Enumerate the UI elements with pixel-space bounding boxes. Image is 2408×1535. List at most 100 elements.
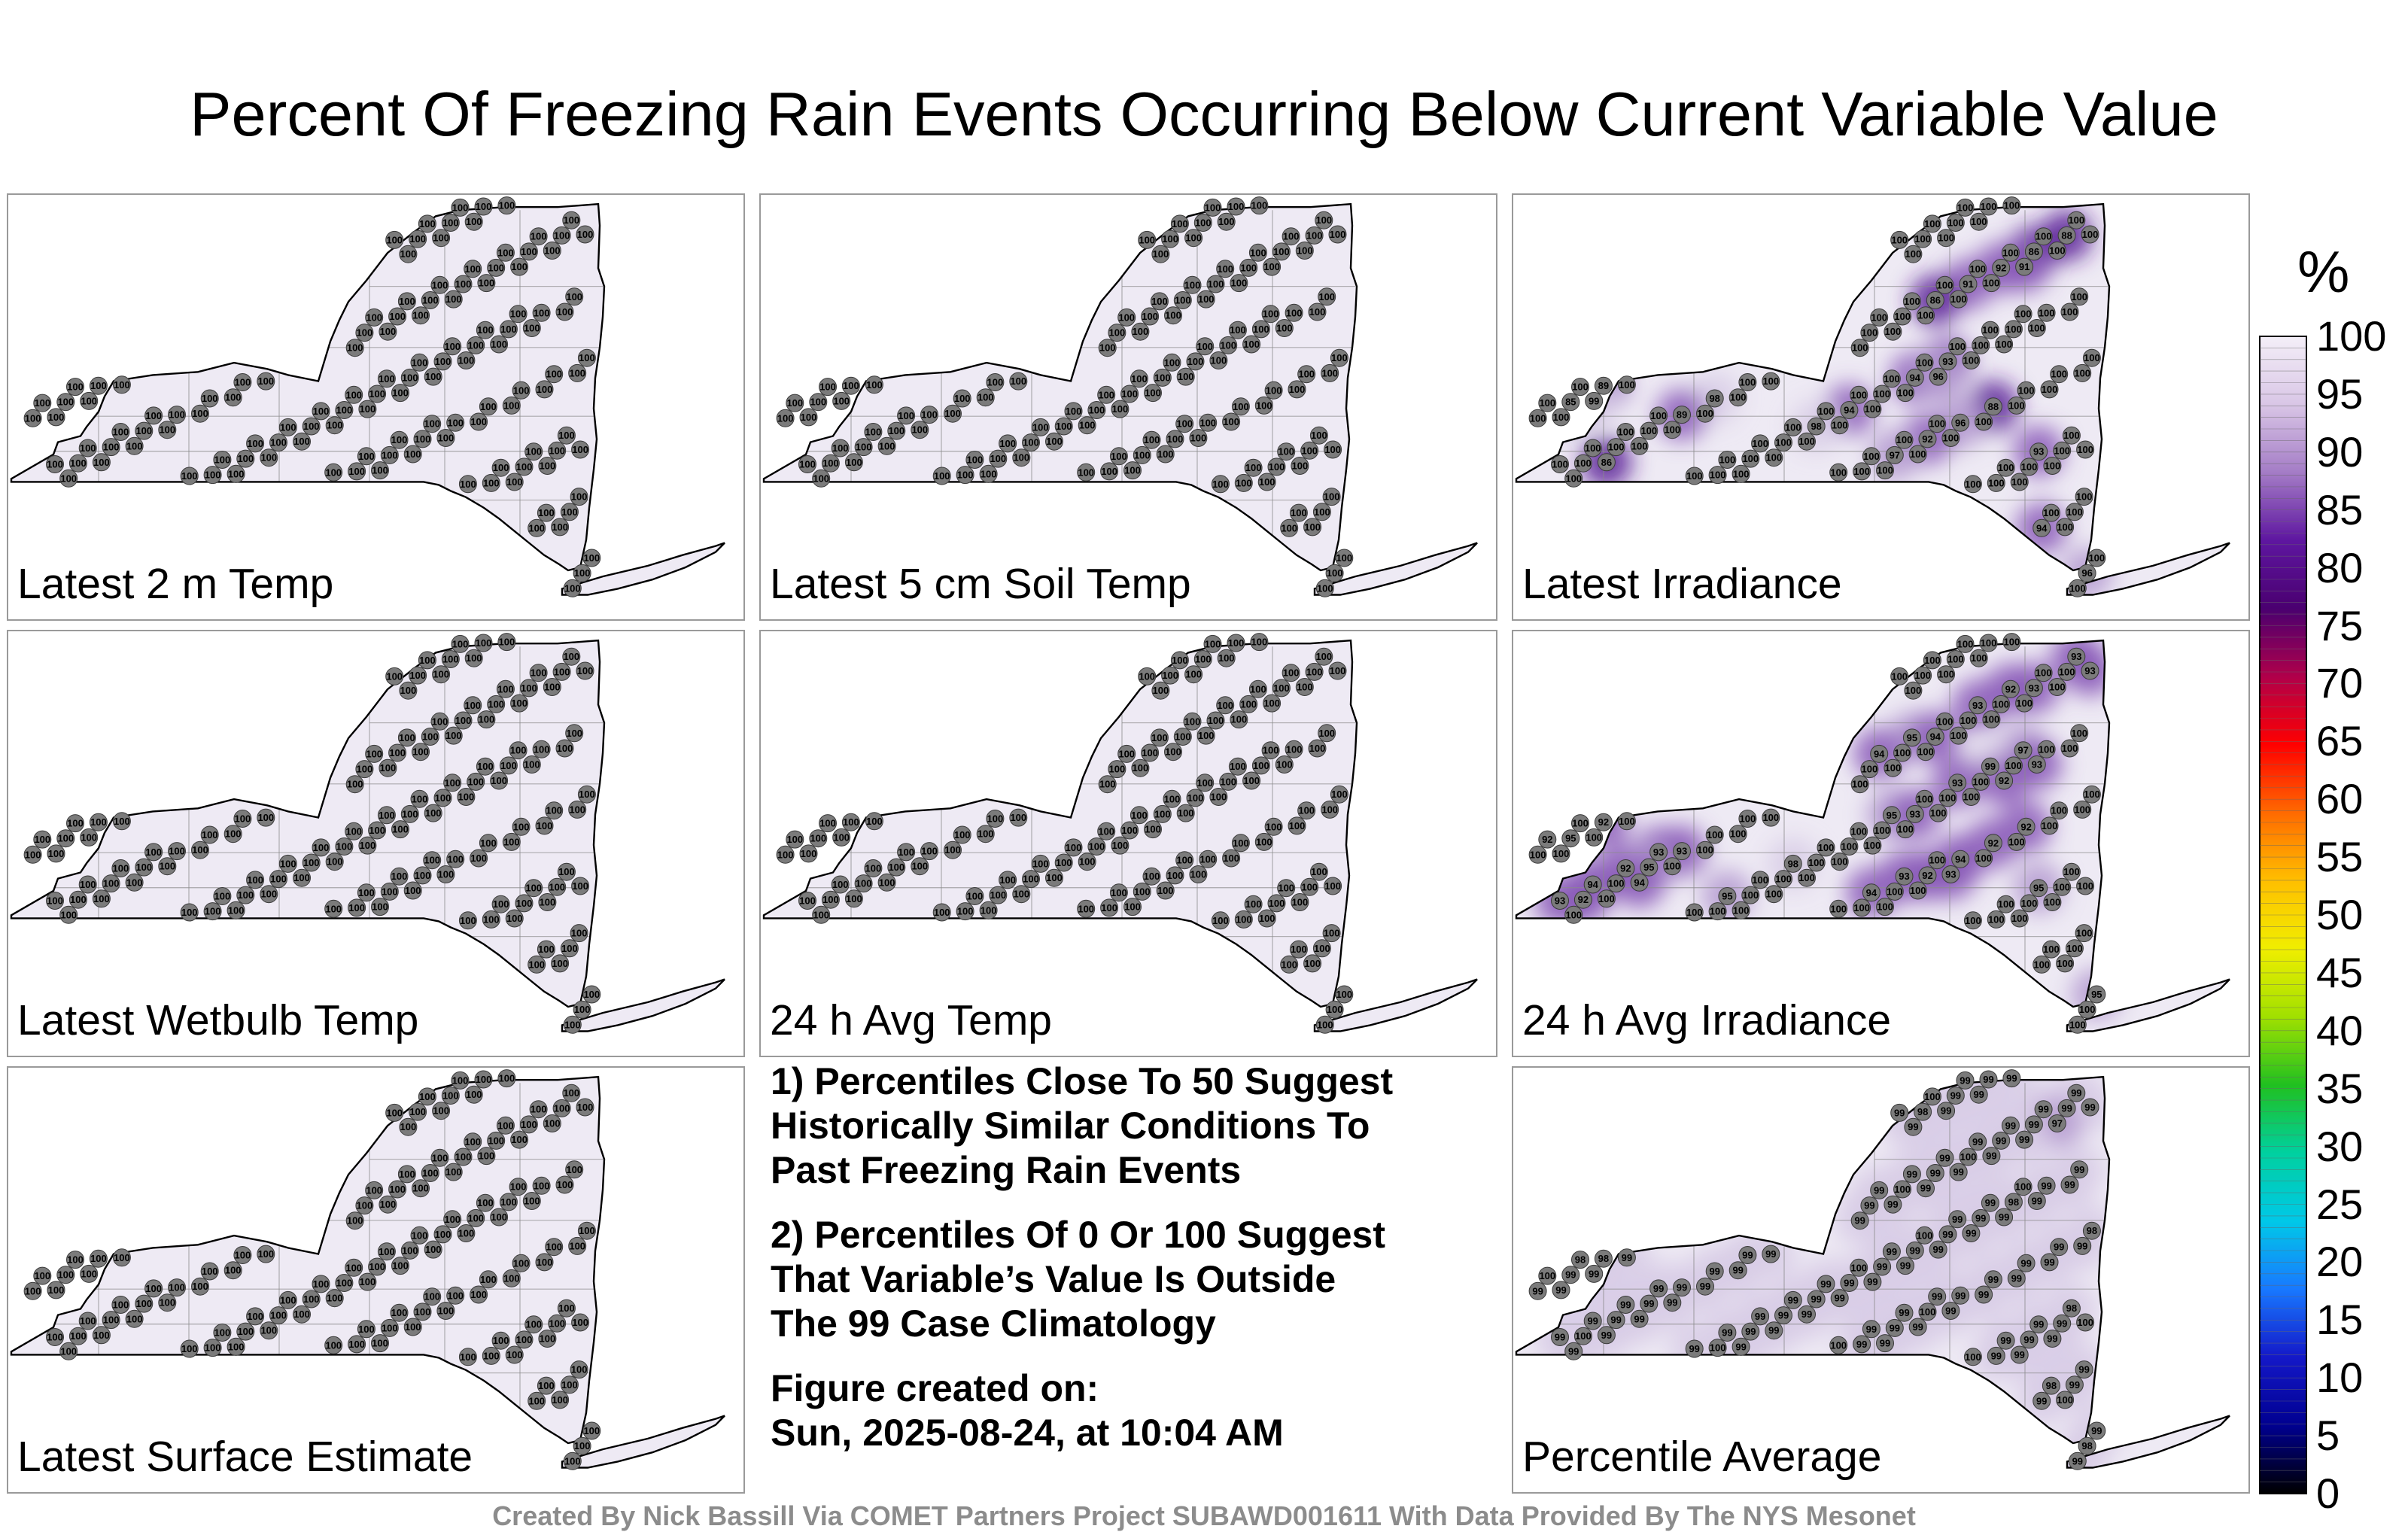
station-marker: 100 — [799, 844, 818, 863]
station-marker: 100 — [1166, 430, 1184, 448]
station-marker: 100 — [1564, 469, 1583, 488]
station-value: 99 — [1899, 1307, 1909, 1318]
station-value: 100 — [856, 878, 872, 889]
station-value: 100 — [491, 775, 507, 786]
station-value: 100 — [583, 1425, 600, 1436]
station-marker: 100 — [1708, 902, 1727, 921]
station-marker: 100 — [391, 1257, 409, 1275]
station-marker: 100 — [454, 1147, 473, 1166]
station-value: 99 — [1820, 1278, 1831, 1290]
station-marker: 100 — [1959, 1147, 1978, 1166]
station-marker: 100 — [78, 1312, 97, 1330]
station-value: 100 — [1314, 506, 1330, 518]
panel-latest-surface-estimate: 100 100 100 100 100 100 100 100 100 100 100 100 100 1… — [7, 1066, 745, 1494]
station-marker: 100 — [799, 408, 818, 427]
station-marker: 100 — [223, 825, 242, 843]
station-marker: 100 — [1242, 335, 1261, 354]
station-marker: 100 — [555, 739, 574, 758]
station-value: 100 — [1608, 442, 1625, 453]
station-value: 100 — [1187, 792, 1204, 804]
station-value: 100 — [1263, 698, 1280, 709]
station-marker: 100 — [66, 814, 84, 833]
station-marker: 100 — [1738, 373, 1757, 391]
station-value: 99 — [1975, 1212, 1986, 1223]
station-value: 99 — [1601, 1330, 1612, 1341]
station-value: 100 — [260, 452, 277, 464]
station-marker: 100 — [371, 1334, 389, 1353]
panel-label: Latest 2 m Temp — [17, 560, 334, 608]
station-marker: 100 — [932, 903, 951, 922]
station-marker: 100 — [1282, 664, 1300, 682]
station-marker: 100 — [841, 813, 860, 831]
station-marker: 100 — [1193, 214, 1212, 232]
station-marker: 100 — [412, 743, 430, 761]
station-marker: 99 — [1995, 1208, 2014, 1226]
station-value: 86 — [1601, 457, 1612, 468]
station-marker: 100 — [552, 226, 571, 245]
station-marker: 100 — [1915, 789, 1934, 808]
station-marker: 100 — [391, 820, 409, 839]
station-marker: 94 — [1926, 728, 1944, 746]
station-marker: 100 — [1078, 416, 1096, 435]
station-marker: 100 — [111, 1296, 130, 1314]
station-value: 100 — [1929, 418, 1945, 430]
station-value: 100 — [1124, 901, 1141, 913]
station-value: 99 — [2069, 1379, 2080, 1391]
station-marker: 100 — [92, 889, 111, 908]
station-value: 100 — [1079, 420, 1096, 431]
station-marker: 100 — [1097, 385, 1116, 404]
station-value: 100 — [544, 682, 561, 693]
station-value: 100 — [822, 894, 839, 905]
station-marker: 100 — [1022, 870, 1040, 889]
station-value: 100 — [81, 831, 97, 843]
station-value: 100 — [1066, 406, 1082, 417]
station-value: 100 — [313, 406, 330, 417]
station-value: 100 — [444, 777, 461, 789]
station-value: 99 — [1732, 1265, 1743, 1276]
station-marker: 100 — [413, 866, 432, 885]
station-value: 100 — [1664, 424, 1680, 436]
station-marker: 100 — [565, 287, 584, 306]
station-value: 100 — [433, 669, 449, 680]
station-marker: 99 — [1946, 1087, 1965, 1105]
panel-latest-irradiance: 100 100 100 100 100 100 100 100 100 100 100 100 100 1… — [1512, 193, 2250, 621]
station-value: 100 — [1862, 764, 1878, 775]
station-value: 100 — [898, 410, 914, 421]
station-marker: 100 — [1183, 275, 1202, 294]
station-value: 100 — [192, 408, 208, 419]
station-value: 100 — [1984, 714, 2000, 725]
station-marker: 99 — [1762, 1245, 1780, 1263]
station-value: 100 — [1218, 652, 1235, 664]
station-marker: 100 — [821, 890, 840, 909]
station-marker: 100 — [864, 859, 883, 877]
station-marker: 96 — [2078, 564, 2096, 582]
station-value: 93 — [2029, 682, 2039, 694]
note-percentiles-0-100: 2) Percentiles Of 0 Or 100 Suggest That … — [771, 1214, 1385, 1345]
station-marker: 100 — [467, 772, 485, 791]
station-value: 100 — [1818, 842, 1835, 853]
station-value: 99 — [1667, 1297, 1677, 1309]
station-value: 100 — [257, 1248, 274, 1260]
station-value: 100 — [60, 909, 77, 920]
station-marker: 100 — [563, 579, 582, 597]
station-value: 99 — [1589, 395, 1599, 406]
station-value: 94 — [1866, 887, 1877, 898]
station-marker: 100 — [168, 406, 186, 424]
station-marker: 100 — [464, 1085, 483, 1104]
station-value: 100 — [90, 380, 107, 391]
station-value: 100 — [419, 1091, 436, 1102]
station-value: 100 — [1960, 715, 1977, 726]
station-value: 100 — [372, 901, 388, 913]
station-marker: 100 — [1153, 804, 1172, 823]
station-value: 100 — [561, 1379, 578, 1391]
station-value: 100 — [1530, 412, 1546, 424]
station-marker: 100 — [1937, 229, 1956, 248]
station-marker: 100 — [191, 404, 209, 423]
station-marker: 100 — [269, 433, 287, 452]
station-value: 100 — [348, 1339, 365, 1350]
station-marker: 100 — [2042, 940, 2060, 959]
station-value: 99 — [2071, 1087, 2081, 1099]
station-marker: 100 — [430, 712, 449, 731]
station-value: 100 — [460, 1351, 476, 1363]
station-marker: 100 — [487, 258, 506, 277]
